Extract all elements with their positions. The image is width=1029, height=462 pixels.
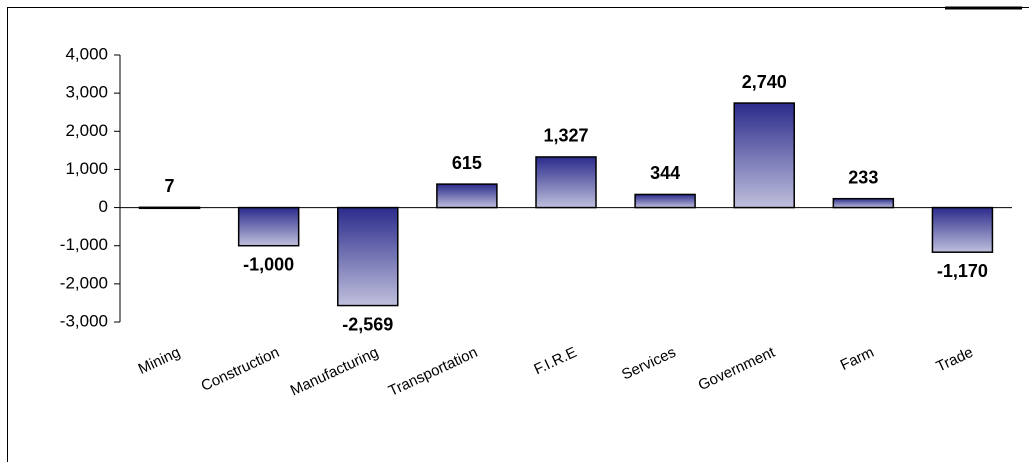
value-label: 344 [650, 163, 680, 183]
y-tick-label: -3,000 [60, 311, 108, 330]
value-label: 233 [848, 167, 878, 187]
bar [931, 206, 994, 253]
bar [733, 102, 795, 209]
y-tick-label: 4,000 [65, 44, 108, 63]
y-tick-label: 0 [99, 197, 108, 216]
value-label: -1,170 [937, 261, 988, 281]
bar [535, 156, 597, 209]
bar [832, 197, 895, 209]
bar [237, 206, 300, 247]
y-tick-label: -1,000 [60, 235, 108, 254]
value-label: 1,327 [543, 126, 588, 146]
value-label: -2,569 [342, 314, 393, 334]
bar [436, 183, 498, 209]
value-label: 7 [165, 176, 175, 196]
bar [634, 193, 696, 209]
y-tick-label: 1,000 [65, 159, 108, 178]
value-label: 615 [452, 153, 482, 173]
y-tick-label: 3,000 [65, 83, 108, 102]
bar [337, 206, 399, 307]
value-label: -1,000 [243, 254, 294, 274]
y-tick-label: -2,000 [60, 273, 108, 292]
value-label: 2,740 [742, 72, 787, 92]
y-tick-label: 2,000 [65, 121, 108, 140]
